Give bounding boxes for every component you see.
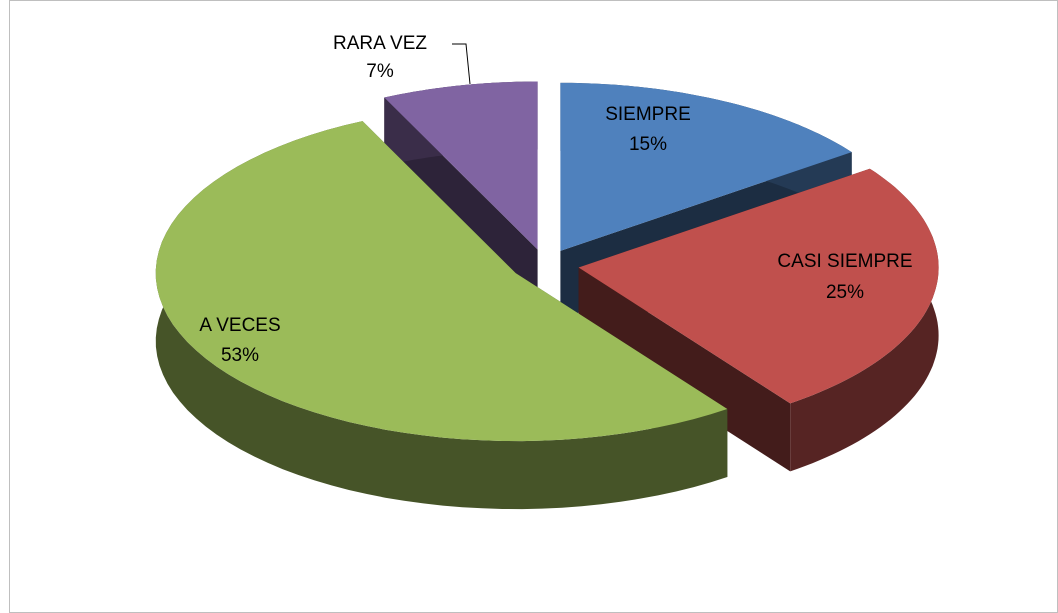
slice-value-label: 15% <box>629 134 667 155</box>
slice <box>578 168 939 404</box>
slice-side <box>578 267 791 472</box>
slice-label: A VECES <box>199 315 280 336</box>
slice-label: CASI SIEMPRE <box>777 251 912 272</box>
pie <box>155 81 939 510</box>
slice <box>384 81 538 250</box>
slice <box>155 121 728 442</box>
leader-line <box>452 43 471 85</box>
slice-label: SIEMPRE <box>605 104 691 125</box>
slice-label: RARA VEZ <box>333 33 427 54</box>
slice-value-label: 53% <box>221 345 259 366</box>
slice-value-label: 7% <box>366 61 394 82</box>
slice-value-label: 25% <box>826 282 864 303</box>
slice-side <box>155 121 728 510</box>
slice <box>560 82 852 251</box>
